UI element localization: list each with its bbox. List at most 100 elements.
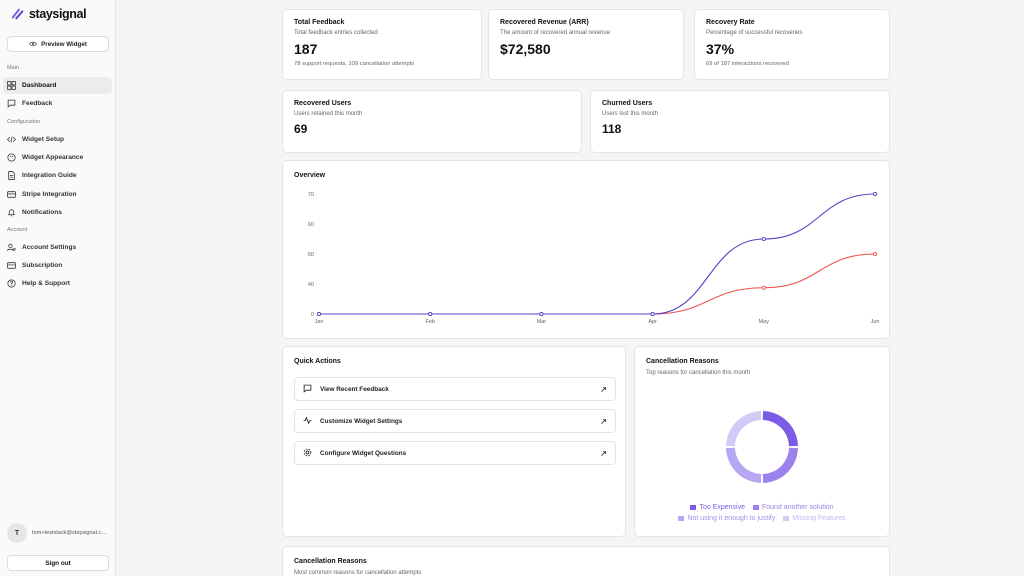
series-line (319, 253, 876, 315)
cancellation-reasons-list-card: Cancellation Reasons Most common reasons… (282, 546, 890, 576)
view-recent-feedback-button[interactable]: View Recent Feedback ↗ (294, 377, 616, 401)
logo-icon (11, 8, 24, 20)
sidebar-item-account-settings[interactable]: Account Settings (3, 239, 112, 256)
donut-slice[interactable] (726, 411, 762, 447)
donut-slice[interactable] (762, 447, 798, 483)
card-title: Total Feedback (294, 19, 345, 26)
sidebar-item-label: Help & Support (22, 280, 70, 287)
cancellation-donut-chart (726, 411, 798, 483)
bottom-card-subtitle: Most common reasons for cancellation att… (294, 570, 422, 576)
y-tick-label: 40 (308, 282, 314, 288)
sidebar-item-help-support[interactable]: Help & Support (3, 275, 112, 292)
sidebar-item-label: Dashboard (22, 82, 57, 89)
card-title: Recovered Revenue (ARR) (500, 19, 589, 26)
data-point[interactable] (761, 285, 766, 290)
y-tick-label: 70 (308, 192, 314, 198)
series-line (319, 193, 876, 315)
cancellation-reasons-title: Cancellation Reasons (646, 358, 719, 365)
avatar: T (7, 523, 27, 543)
card-title: Churned Users (602, 100, 653, 107)
bell-icon (7, 208, 16, 217)
card-subtitle: Percentage of successful recoveries (706, 30, 803, 36)
quick-action-label: View Recent Feedback (320, 385, 389, 393)
x-tick-label: May (759, 319, 770, 325)
preview-widget-button[interactable]: Preview Widget (7, 36, 109, 52)
data-point[interactable] (650, 311, 655, 317)
brand-name: staysignal (29, 7, 87, 21)
sidebar-item-label: Subscription (22, 262, 63, 269)
arrow-up-right-icon: ↗ (600, 448, 607, 458)
legend-swatch (783, 516, 790, 521)
quick-action-label: Configure Widget Questions (320, 449, 407, 457)
sidebar-item-label: Widget Appearance (22, 154, 84, 161)
sidebar-item-label: Feedback (22, 100, 53, 107)
user-settings-icon (7, 243, 16, 252)
code-icon (7, 135, 16, 144)
data-point[interactable] (539, 311, 544, 317)
brand-logo[interactable]: staysignal (11, 7, 87, 21)
sidebar-item-subscription[interactable]: Subscription (3, 257, 112, 274)
sidebar-item-label: Widget Setup (22, 136, 65, 143)
recovered-users-card: Recovered Users Users retained this mont… (282, 90, 582, 153)
overview-title: Overview (294, 172, 326, 179)
card-subtitle: Users lost this month (602, 111, 659, 117)
card-value: 187 (294, 41, 318, 57)
sidebar-item-widget-appearance[interactable]: Widget Appearance (3, 149, 112, 166)
card-note: 78 support requests, 109 cancellation at… (294, 61, 415, 67)
sidebar-item-integration-guide[interactable]: Integration Guide (3, 167, 112, 184)
sidebar-item-notifications[interactable]: Notifications (3, 204, 112, 221)
legend-item: Not using it enough to justify (678, 515, 775, 522)
bottom-card-title: Cancellation Reasons (294, 558, 367, 565)
y-tick-label: 60 (308, 222, 314, 228)
card-icon (7, 190, 16, 199)
churned-users-card: Churned Users Users lost this month 118 (590, 90, 890, 153)
legend-swatch (690, 505, 697, 510)
user-email: tom+testslack@staysignal.com (32, 530, 107, 536)
palette-icon (7, 153, 16, 162)
user-profile[interactable]: T tom+testslack@staysignal.com (7, 523, 107, 543)
data-point[interactable] (872, 191, 878, 197)
legend-label: Not using it enough to justify (687, 515, 776, 522)
recovered-revenue-card: Recovered Revenue (ARR) The amount of re… (488, 9, 684, 80)
card-value: 37% (706, 41, 735, 57)
section-label-main: Main (7, 65, 20, 71)
legend-swatch (678, 516, 685, 521)
data-point[interactable] (316, 311, 322, 317)
section-label-account: Account (7, 227, 28, 233)
document-icon (7, 171, 16, 180)
card-value: $72,580 (500, 41, 551, 57)
x-tick-label: Feb (425, 319, 434, 325)
sidebar-item-stripe-integration[interactable]: Stripe Integration (3, 186, 112, 203)
donut-slice[interactable] (726, 447, 762, 483)
donut-slice[interactable] (762, 411, 798, 447)
total-feedback-card: Total Feedback Total feedback entries co… (282, 9, 482, 80)
card-value: 118 (602, 122, 622, 136)
legend-swatch (752, 505, 759, 510)
y-tick-label: 50 (308, 252, 314, 258)
recovery-rate-card: Recovery Rate Percentage of successful r… (694, 9, 890, 80)
message-icon (7, 99, 16, 108)
sidebar-item-label: Integration Guide (22, 172, 77, 179)
data-point[interactable] (428, 311, 433, 317)
data-point[interactable] (761, 236, 766, 242)
sidebar-item-label: Notifications (22, 209, 62, 216)
section-label-configuration: Configuration (7, 119, 41, 125)
legend-item: Missing Features (783, 515, 846, 522)
card-title: Recovery Rate (706, 19, 755, 26)
customize-widget-settings-button[interactable]: Customize Widget Settings ↗ (294, 409, 616, 433)
configure-widget-questions-button[interactable]: Configure Widget Questions ↗ (294, 441, 616, 465)
help-icon (7, 279, 16, 288)
data-point[interactable] (872, 251, 878, 257)
sidebar-item-widget-setup[interactable]: Widget Setup (3, 131, 112, 148)
sidebar: staysignal Preview Widget Main Dashboard… (0, 0, 116, 576)
donut-legend-row-1: Too Expensive Found another solution (635, 504, 889, 512)
sign-out-button[interactable]: Sign out (7, 555, 109, 571)
sidebar-item-dashboard[interactable]: Dashboard (3, 77, 112, 94)
sidebar-item-feedback[interactable]: Feedback (3, 95, 112, 112)
message-icon (303, 384, 312, 395)
cancellation-reasons-subtitle: Top reasons for cancellation this month (646, 370, 751, 376)
dashboard-icon (7, 81, 16, 90)
cancellation-reasons-card: Cancellation Reasons Top reasons for can… (634, 346, 890, 537)
arrow-up-right-icon: ↗ (600, 384, 607, 394)
donut-legend-row-2: Not using it enough to justify Missing F… (635, 515, 889, 523)
